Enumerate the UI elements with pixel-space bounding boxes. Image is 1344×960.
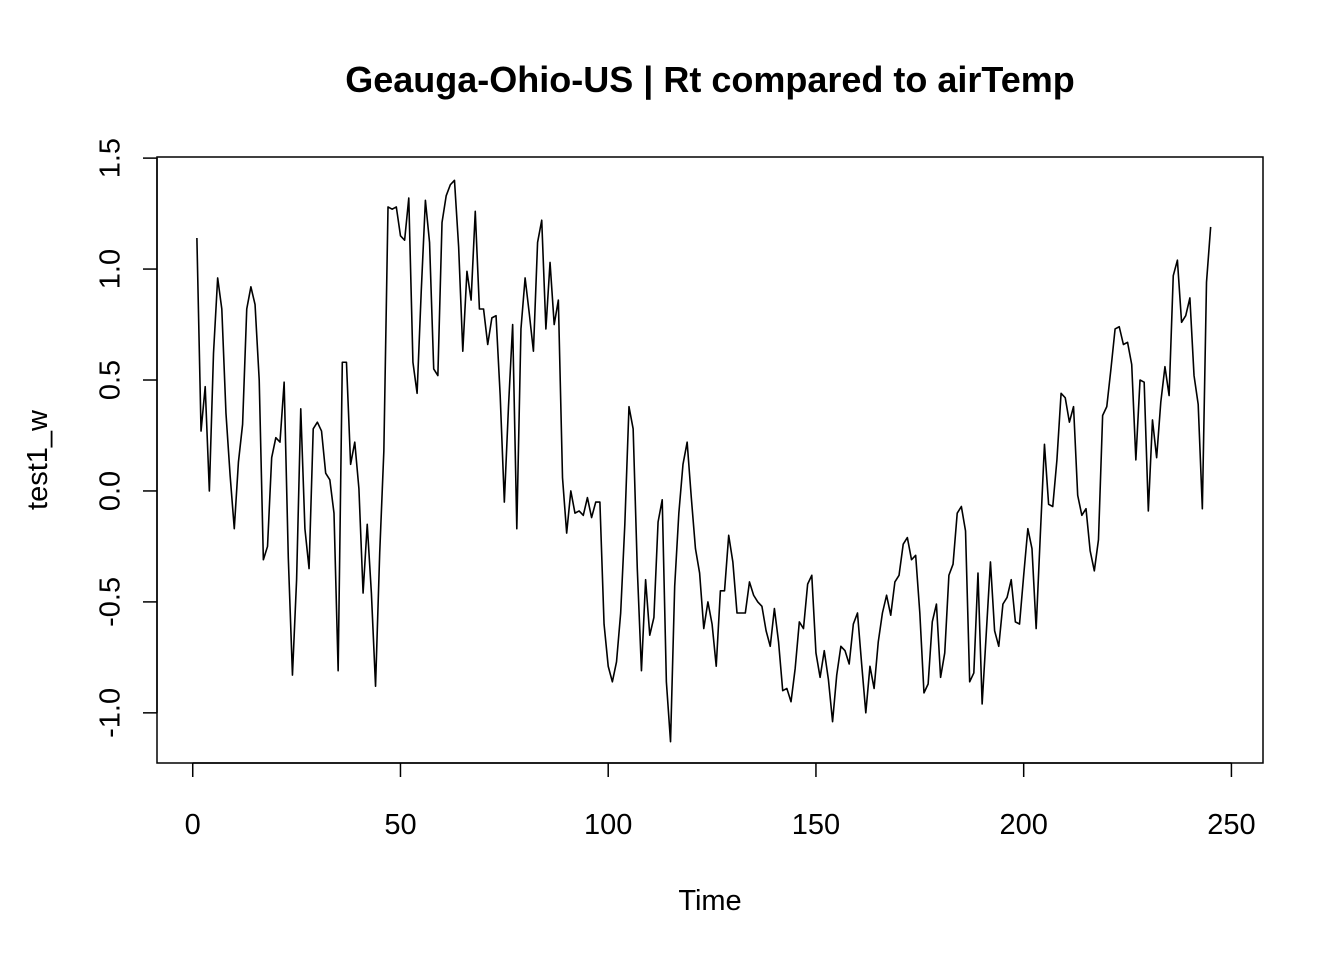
- y-tick-label: 0.5: [95, 360, 127, 400]
- chart-title: Geauga-Ohio-US | Rt compared to airTemp: [345, 59, 1075, 101]
- y-tick-label: 1.0: [95, 249, 127, 289]
- y-tick-label: 1.5: [95, 138, 127, 178]
- y-tick-label: 0.0: [95, 471, 127, 511]
- y-axis: -1.0 -0.5 0.0 0.5 1.0 1.5: [95, 138, 158, 738]
- y-tick-label: -0.5: [95, 577, 127, 627]
- x-tick-label: 0: [185, 809, 201, 841]
- y-axis-label: test1_w: [22, 409, 54, 510]
- x-axis-label: Time: [678, 885, 741, 917]
- y-tick-label: -1.0: [95, 688, 127, 738]
- x-axis: 0 50 100 150 200 250: [185, 762, 1256, 841]
- series-layer: [196, 179, 1212, 743]
- plot-frame: [156, 156, 1264, 764]
- x-tick-label: 50: [384, 809, 416, 841]
- series-line: [196, 179, 1212, 743]
- x-tick-label: 150: [792, 809, 840, 841]
- x-tick-label: 250: [1207, 809, 1255, 841]
- x-tick-label: 100: [584, 809, 632, 841]
- x-tick-label: 200: [999, 809, 1047, 841]
